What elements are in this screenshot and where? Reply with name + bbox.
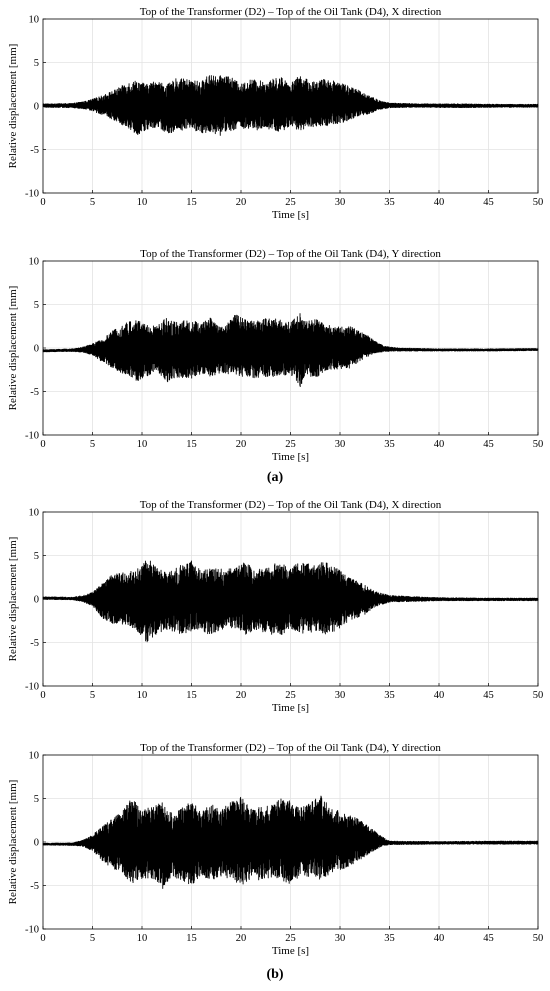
y-axis-label: Relative displacement [mm] xyxy=(7,537,19,662)
y-tick-label: 5 xyxy=(34,794,39,805)
x-tick-label: 35 xyxy=(384,933,395,944)
x-tick-label: 30 xyxy=(335,690,346,701)
x-tick-label: 0 xyxy=(40,197,45,208)
y-tick-label: 10 xyxy=(29,508,40,519)
y-tick-label: -5 xyxy=(30,387,39,398)
chart-title: Top of the Transformer (D2) – Top of the… xyxy=(140,248,441,260)
x-tick-label: 25 xyxy=(285,439,296,450)
y-tick-label: -5 xyxy=(30,881,39,892)
panel-label-a: (a) xyxy=(266,470,284,485)
x-tick-label: 0 xyxy=(40,933,45,944)
x-tick-label: 40 xyxy=(434,933,445,944)
y-tick-label: -10 xyxy=(25,431,39,442)
x-tick-label: 15 xyxy=(186,933,197,944)
subplot-a-y-direction: 0 5 10 15 20 25 30 35 40 45 50 -10 -5 0 5 10 Top of the … xyxy=(7,248,543,463)
x-tick-label: 25 xyxy=(285,197,296,208)
x-tick-label: 20 xyxy=(236,933,247,944)
x-tick-label: 35 xyxy=(384,197,395,208)
chart-title: Top of the Transformer (D2) – Top of the… xyxy=(140,6,442,18)
x-tick-label: 50 xyxy=(533,439,544,450)
x-tick-label: 5 xyxy=(90,439,95,450)
x-tick-label: 25 xyxy=(285,690,296,701)
x-tick-label: 30 xyxy=(335,197,346,208)
y-tick-label: 10 xyxy=(29,751,40,762)
x-axis-label: Time [s] xyxy=(272,209,309,221)
x-axis-label: Time [s] xyxy=(272,451,309,463)
x-tick-label: 5 xyxy=(90,197,95,208)
subplot-b-y-direction: 0 5 10 15 20 25 30 35 40 45 50 -10 -5 0 5 10 Top of the … xyxy=(7,742,543,957)
x-tick-label: 0 xyxy=(40,439,45,450)
x-tick-label: 30 xyxy=(335,933,346,944)
x-tick-label: 50 xyxy=(533,690,544,701)
x-tick-label: 45 xyxy=(483,197,494,208)
y-tick-label: 10 xyxy=(29,257,40,268)
subplot-a-x-direction: 0 5 10 15 20 25 30 35 40 45 50 -10 -5 0 5 10 Top of the … xyxy=(7,6,543,221)
y-tick-label: 5 xyxy=(34,551,39,562)
x-tick-label: 15 xyxy=(186,690,197,701)
x-tick-label: 45 xyxy=(483,933,494,944)
y-tick-label: -5 xyxy=(30,638,39,649)
x-tick-label: 10 xyxy=(137,690,148,701)
y-tick-label: 5 xyxy=(34,58,39,69)
chart-title: Top of the Transformer (D2) – Top of the… xyxy=(140,499,442,511)
y-tick-label: -10 xyxy=(25,925,39,936)
x-tick-label: 50 xyxy=(533,933,544,944)
x-tick-label: 35 xyxy=(384,690,395,701)
x-tick-label: 10 xyxy=(137,197,148,208)
x-tick-label: 40 xyxy=(434,690,445,701)
x-tick-label: 20 xyxy=(236,439,247,450)
x-tick-label: 25 xyxy=(285,933,296,944)
x-tick-label: 20 xyxy=(236,690,247,701)
x-tick-label: 45 xyxy=(483,690,494,701)
series-line xyxy=(42,560,539,643)
series-line xyxy=(42,75,539,136)
y-tick-label: 10 xyxy=(29,15,40,26)
x-tick-label: 40 xyxy=(434,439,445,450)
x-axis-label: Time [s] xyxy=(272,945,309,957)
x-tick-label: 0 xyxy=(40,690,45,701)
chart-title: Top of the Transformer (D2) – Top of the… xyxy=(140,742,441,754)
subplot-b-x-direction: 0 5 10 15 20 25 30 35 40 45 50 -10 -5 0 5 10 Top of the … xyxy=(7,499,543,714)
x-axis-label: Time [s] xyxy=(272,702,309,714)
x-tick-label: 15 xyxy=(186,439,197,450)
x-tick-label: 10 xyxy=(137,933,148,944)
x-tick-label: 30 xyxy=(335,439,346,450)
series-line xyxy=(42,313,539,388)
y-axis-label: Relative displacement [mm] xyxy=(7,780,19,905)
y-tick-label: 5 xyxy=(34,300,39,311)
series-line xyxy=(42,795,539,889)
y-tick-label: 0 xyxy=(34,102,39,113)
x-tick-label: 35 xyxy=(384,439,395,450)
x-tick-label: 5 xyxy=(90,690,95,701)
x-tick-label: 5 xyxy=(90,933,95,944)
x-tick-label: 45 xyxy=(483,439,494,450)
y-tick-label: -10 xyxy=(25,682,39,693)
y-tick-label: -10 xyxy=(25,189,39,200)
y-axis-label: Relative displacement [mm] xyxy=(7,44,19,169)
panel-label-b: (b) xyxy=(266,967,284,982)
y-axis-label: Relative displacement [mm] xyxy=(7,286,19,411)
x-tick-label: 20 xyxy=(236,197,247,208)
y-tick-label: 0 xyxy=(34,344,39,355)
x-tick-label: 50 xyxy=(533,197,544,208)
x-tick-label: 10 xyxy=(137,439,148,450)
y-tick-label: 0 xyxy=(34,595,39,606)
x-tick-label: 40 xyxy=(434,197,445,208)
y-tick-label: -5 xyxy=(30,145,39,156)
x-tick-label: 15 xyxy=(186,197,197,208)
y-tick-label: 0 xyxy=(34,838,39,849)
